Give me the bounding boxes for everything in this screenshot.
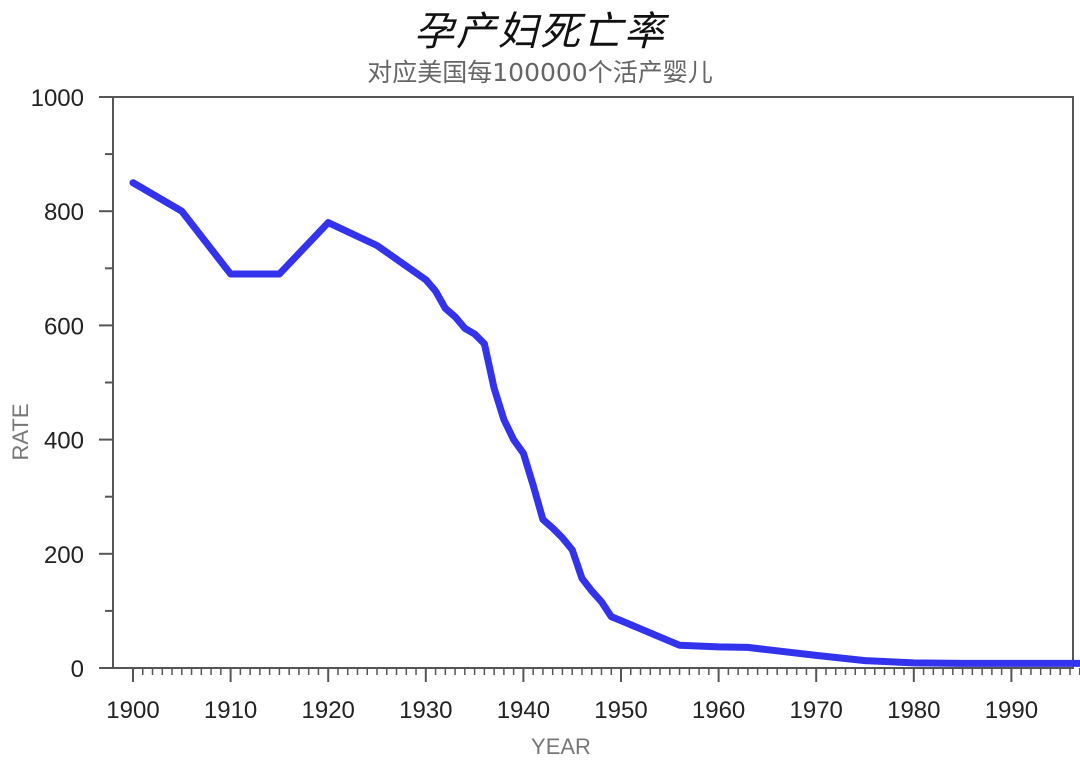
x-axis: 1900 1910 1920 1930 1940 1950 1960 1970 1980 1990 (106, 668, 1080, 724)
mortality-line (129, 179, 1080, 667)
x-tick-label: 1910 (204, 697, 257, 724)
chart-title: 孕产妇死亡率 (414, 9, 666, 55)
x-axis-title: YEAR (531, 734, 591, 759)
x-tick-label: 1930 (399, 697, 452, 724)
y-axis: 0 200 400 600 800 1000 (31, 85, 113, 683)
plot-frame (112, 96, 1074, 669)
plot-border (112, 96, 1074, 669)
x-tick-label: 1990 (985, 697, 1038, 724)
x-tick-label: 1940 (497, 697, 550, 724)
y-tick-label: 600 (44, 313, 84, 340)
x-tick-label: 1950 (594, 697, 647, 724)
y-tick-label: 800 (44, 199, 84, 226)
y-tick-label: 200 (44, 542, 84, 569)
x-tick-label: 1900 (106, 697, 159, 724)
x-tick-label: 1970 (790, 697, 843, 724)
chart-subtitle: 对应美国每100000个活产婴儿 (367, 58, 713, 87)
y-tick-label: 400 (44, 428, 84, 455)
y-axis-title: RATE (8, 403, 33, 460)
y-tick-label: 1000 (31, 85, 84, 112)
x-tick-label: 1960 (692, 697, 745, 724)
x-tick-label: 1920 (302, 697, 355, 724)
x-tick-label: 1980 (887, 697, 940, 724)
y-tick-label: 0 (71, 656, 84, 683)
